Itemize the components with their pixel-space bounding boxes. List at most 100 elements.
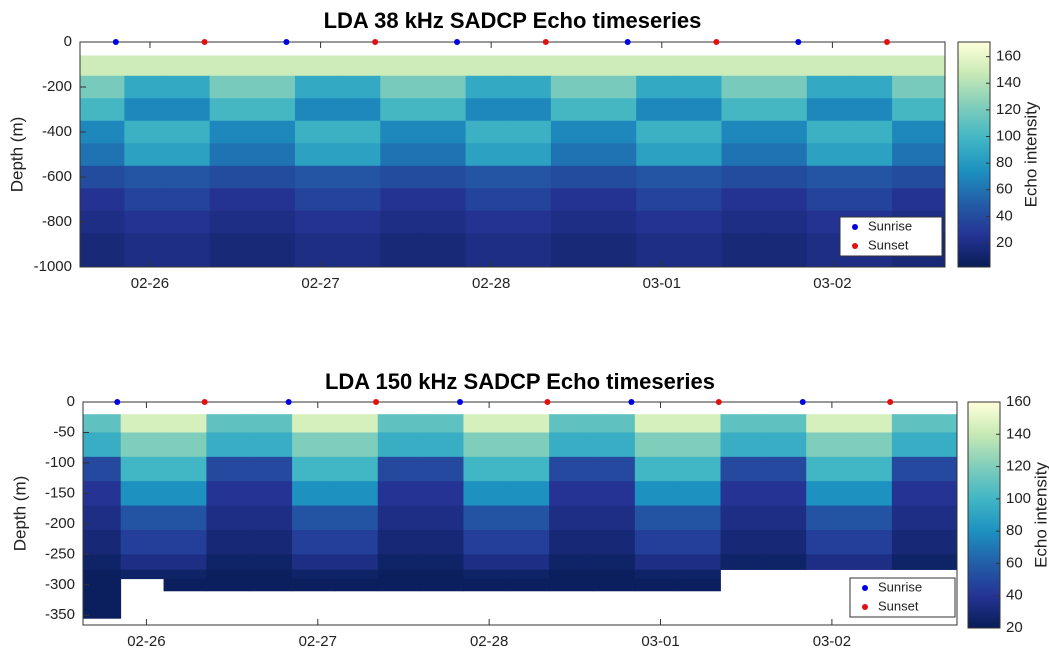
- heatmap-cell: [806, 505, 850, 531]
- heatmap-cell: [209, 55, 253, 77]
- heatmap-cell: [252, 165, 296, 189]
- heatmap-cell: [764, 55, 808, 77]
- heatmap-cell: [593, 165, 637, 189]
- heatmap-cell: [720, 505, 764, 531]
- heatmap-cell: [420, 578, 464, 592]
- heatmap-cell: [677, 481, 721, 506]
- x-tick-label: 02-26: [127, 633, 165, 650]
- colorbar-tick-label: 100: [1006, 490, 1031, 507]
- heatmap-cell: [806, 554, 850, 570]
- heatmap-cell: [80, 165, 125, 189]
- heatmap-cell: [334, 456, 379, 482]
- heatmap-cell: [206, 554, 250, 570]
- y-tick-label: -50: [53, 423, 75, 440]
- heatmap-cell: [550, 98, 594, 122]
- heatmap-cell: [163, 505, 207, 531]
- heatmap-cell: [764, 143, 808, 167]
- event-dot: [454, 39, 461, 45]
- heatmap-cell: [763, 529, 807, 555]
- heatmap-cell: [252, 188, 296, 212]
- heatmap-cell: [163, 569, 207, 580]
- heatmap-cell: [677, 569, 721, 580]
- heatmap-cell: [209, 120, 253, 144]
- heatmap-cell: [506, 432, 550, 458]
- heatmap-cell: [334, 578, 379, 592]
- heatmap-cell: [463, 414, 507, 433]
- event-dot: [628, 399, 635, 405]
- heatmap-cell: [83, 505, 122, 531]
- heatmap-cell: [720, 529, 764, 555]
- heatmap-cell: [209, 188, 253, 212]
- heatmap-cell: [506, 481, 550, 506]
- heatmap-cell: [549, 569, 593, 580]
- heatmap-cell: [83, 578, 122, 592]
- heatmap-cell: [83, 529, 122, 555]
- heatmap-cell: [721, 210, 765, 234]
- y-tick-label: -200: [45, 515, 75, 532]
- heatmap-cell: [292, 505, 336, 531]
- heatmap-cell: [636, 188, 680, 212]
- heatmap-cell: [463, 456, 507, 482]
- heatmap-cell: [337, 188, 381, 212]
- heatmap-cell: [849, 481, 893, 506]
- heatmap-cell: [465, 55, 509, 77]
- heatmap-cell: [422, 55, 466, 77]
- heatmap-cell: [294, 233, 339, 268]
- heatmap-cell: [849, 432, 893, 458]
- legend-marker: [852, 243, 858, 249]
- legend-marker: [862, 585, 868, 591]
- heatmap-cell: [380, 143, 424, 167]
- event-dot: [201, 39, 208, 45]
- heatmap-cell: [420, 432, 464, 458]
- heatmap-cell: [167, 75, 211, 99]
- heatmap-cell: [891, 414, 958, 433]
- heatmap-cell: [380, 55, 424, 77]
- heatmap-cell: [806, 456, 850, 482]
- heatmap-cell: [549, 481, 593, 506]
- event-dot: [887, 399, 894, 405]
- y-tick-label: -800: [42, 213, 72, 230]
- heatmap-cell: [508, 233, 552, 268]
- heatmap-cell: [252, 98, 296, 122]
- heatmap-cell: [337, 233, 381, 268]
- heatmap-cell: [892, 98, 946, 122]
- heatmap-cell: [292, 481, 336, 506]
- heatmap-cell: [124, 210, 168, 234]
- heatmap-cell: [465, 120, 509, 144]
- heatmap-cell: [636, 143, 680, 167]
- legend-marker: [862, 604, 868, 610]
- event-dot: [544, 399, 551, 405]
- legend-label: Sunset: [868, 237, 909, 252]
- heatmap-cell: [83, 554, 122, 570]
- y-tick-label: -200: [42, 78, 72, 95]
- heatmap-cell: [337, 143, 381, 167]
- heatmap-cell: [83, 432, 122, 458]
- heatmap-cell: [550, 143, 594, 167]
- heatmap-cell: [252, 210, 296, 234]
- heatmap-cell: [80, 55, 125, 77]
- heatmap-cell: [422, 75, 466, 99]
- heatmap-cell: [720, 432, 764, 458]
- heatmap-cell: [294, 55, 339, 77]
- heatmap-cell: [83, 481, 122, 506]
- heatmap-cell: [124, 98, 168, 122]
- heatmap-cell: [678, 165, 722, 189]
- heatmap-cell: [806, 55, 850, 77]
- heatmap-cell: [463, 554, 507, 570]
- heatmap-cell: [721, 233, 765, 268]
- x-tick-label: 02-27: [299, 633, 337, 650]
- event-dot: [285, 399, 292, 405]
- heatmap-cell: [294, 98, 339, 122]
- heatmap-cell: [292, 456, 336, 482]
- heatmap-cell: [636, 210, 680, 234]
- heatmap-cell: [506, 456, 550, 482]
- heatmap-cell: [377, 481, 422, 506]
- heatmap-cell: [593, 210, 637, 234]
- heatmap-cell: [334, 554, 379, 570]
- heatmap-cell: [636, 98, 680, 122]
- heatmap-cell: [120, 554, 164, 570]
- heatmap-cell: [206, 456, 250, 482]
- heatmap-cell: [550, 165, 594, 189]
- heatmap-cell: [83, 590, 122, 619]
- heatmap-cell: [506, 505, 550, 531]
